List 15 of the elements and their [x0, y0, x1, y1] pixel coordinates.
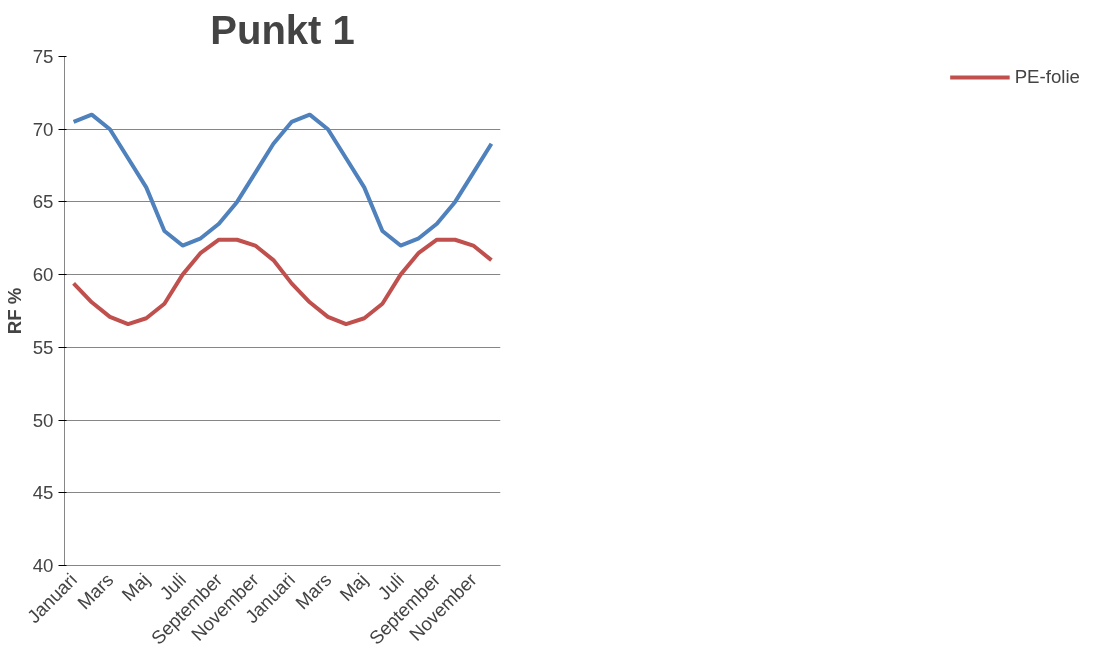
y-tick-label: 40: [32, 555, 54, 576]
y-tick-label: 75: [32, 46, 54, 67]
y-axis-title: RF %: [3, 287, 25, 335]
y-tick-label: 60: [32, 264, 54, 286]
chart-title: Punkt 1: [210, 7, 355, 52]
y-tick-label: 65: [32, 191, 54, 213]
legend-label: PE-folie: [1014, 66, 1080, 88]
x-tick-label: Maj: [117, 569, 154, 606]
y-tick-label: 45: [32, 482, 54, 504]
y-tick-label: 50: [32, 409, 54, 431]
line-series: [71, 237, 494, 327]
line-series: [71, 112, 494, 248]
y-tick-label: 55: [32, 336, 54, 358]
x-tick-label: Maj: [335, 569, 372, 606]
y-tick-label: 70: [32, 118, 54, 140]
